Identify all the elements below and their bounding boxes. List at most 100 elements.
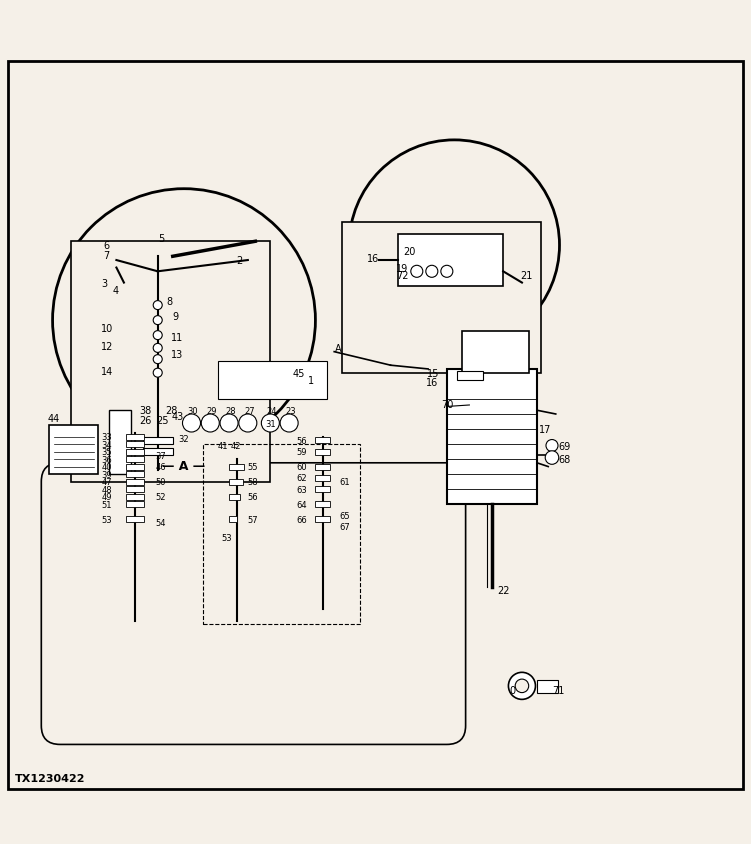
Text: 57: 57 [248,515,258,524]
Text: 28: 28 [225,406,236,415]
Circle shape [153,316,162,325]
Text: 35: 35 [101,447,112,457]
Text: 23: 23 [285,406,296,415]
Text: 66: 66 [297,515,307,524]
Bar [315,464,330,470]
Text: 17: 17 [539,425,551,435]
Text: 59: 59 [297,447,307,457]
Bar [315,475,330,481]
Text: 6: 6 [104,241,110,251]
Text: 15: 15 [427,368,439,378]
Text: 53: 53 [222,533,232,543]
Bar [203,445,360,625]
Text: 21: 21 [520,271,532,281]
Text: 40: 40 [101,463,112,472]
Text: 26: 26 [139,415,151,425]
Text: — A —: — A — [162,459,206,473]
Bar [218,362,327,399]
Bar [126,434,144,440]
Bar [49,425,98,474]
Text: 54: 54 [155,519,166,528]
Bar [398,235,503,287]
Text: 9: 9 [173,312,179,322]
Circle shape [508,673,535,700]
Bar [315,449,330,455]
Text: 53: 53 [101,515,112,524]
Bar [126,501,144,507]
Bar [537,680,558,694]
Circle shape [545,452,559,465]
Bar [126,479,144,485]
Text: 22: 22 [497,586,510,596]
Circle shape [153,301,162,311]
Text: 52: 52 [155,493,166,501]
Bar [229,517,237,522]
Bar [229,494,240,500]
Text: 70: 70 [442,400,454,409]
Text: 25: 25 [156,415,169,425]
Text: 43: 43 [171,412,183,422]
Text: 47: 47 [101,478,112,486]
Text: 50: 50 [155,478,166,486]
Text: 29: 29 [207,406,217,415]
Text: 49: 49 [101,493,112,501]
FancyBboxPatch shape [41,463,466,744]
Circle shape [349,141,559,351]
Text: 61: 61 [339,478,350,486]
Text: 30: 30 [188,406,198,415]
Bar [315,438,330,444]
Text: A: A [335,344,342,354]
Text: 45: 45 [293,368,305,378]
Text: 48: 48 [101,485,112,494]
Text: 16: 16 [426,378,438,388]
Text: 14: 14 [101,367,113,376]
Text: 55: 55 [248,463,258,472]
Text: 7: 7 [104,251,110,261]
Text: 20: 20 [403,246,415,257]
Text: 71: 71 [552,685,564,695]
Bar [126,464,144,470]
Text: 34: 34 [101,440,112,449]
Text: 67: 67 [339,522,350,532]
Text: 64: 64 [297,500,307,509]
Circle shape [280,414,298,432]
Bar [126,486,144,493]
Text: 44: 44 [47,414,59,423]
Bar [457,371,483,381]
Text: 58: 58 [248,478,258,486]
Circle shape [546,440,558,452]
Bar [143,437,173,445]
Text: 65: 65 [339,511,350,520]
Bar [143,448,173,456]
Bar [462,332,529,373]
Text: 5: 5 [158,233,164,243]
Bar [71,242,270,482]
Bar [447,370,537,505]
Text: 51: 51 [101,500,112,509]
Circle shape [153,369,162,378]
Bar [315,501,330,507]
Text: 41: 41 [218,441,228,451]
Bar [126,457,144,463]
Bar [126,494,144,500]
Text: 56: 56 [248,493,258,501]
Circle shape [201,414,219,432]
Text: 27: 27 [244,406,255,415]
Text: 69: 69 [558,441,570,452]
Circle shape [239,414,257,432]
Bar [126,472,144,478]
Circle shape [53,189,315,452]
Text: 13: 13 [171,349,183,360]
Text: 28: 28 [165,406,177,416]
Text: 60: 60 [297,463,307,472]
Text: TX1230422: TX1230422 [15,773,86,783]
Bar [315,517,330,522]
Text: 8: 8 [167,297,173,307]
Text: 2: 2 [237,256,243,266]
Text: 38: 38 [139,406,151,416]
Text: 24: 24 [267,406,277,415]
Text: 62: 62 [297,473,307,483]
Text: 46: 46 [155,463,166,472]
Text: 31: 31 [265,419,276,428]
Bar [126,449,144,455]
